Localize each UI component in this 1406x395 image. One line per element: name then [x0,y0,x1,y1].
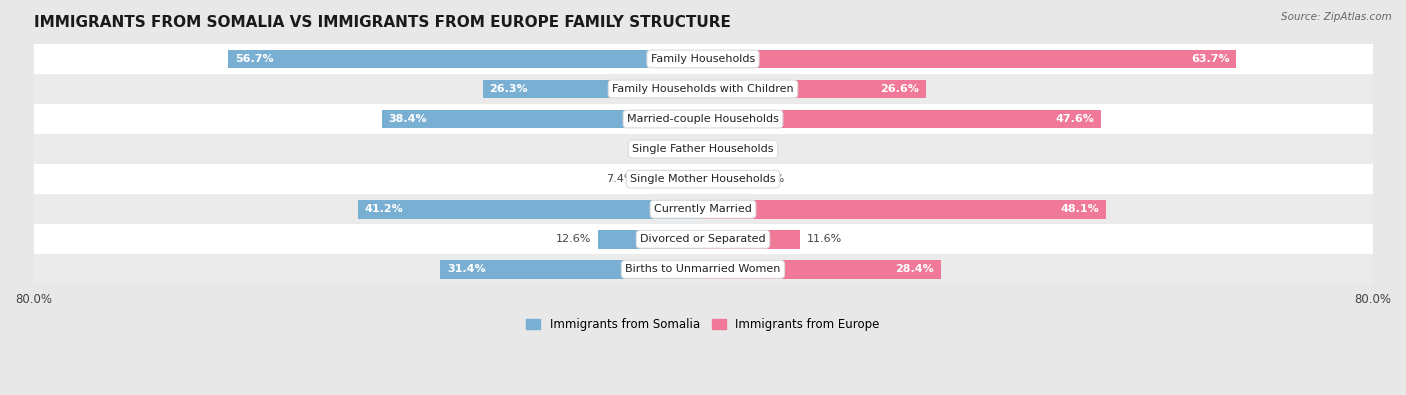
Text: 5.5%: 5.5% [755,174,785,184]
Bar [34,104,1372,134]
Text: Family Households: Family Households [651,54,755,64]
Text: 41.2%: 41.2% [366,204,404,214]
Bar [641,170,703,188]
Text: 11.6%: 11.6% [807,234,842,244]
Text: 2.5%: 2.5% [647,144,675,154]
Text: Divorced or Separated: Divorced or Separated [640,234,766,244]
Text: Married-couple Households: Married-couple Households [627,114,779,124]
Text: 48.1%: 48.1% [1060,204,1099,214]
Bar [34,44,1372,74]
Text: Source: ZipAtlas.com: Source: ZipAtlas.com [1281,12,1392,22]
Text: 56.7%: 56.7% [235,54,274,64]
Text: Currently Married: Currently Married [654,204,752,214]
Bar [34,254,1372,284]
Bar [359,200,703,218]
Bar [440,260,703,278]
Bar [703,200,1105,218]
Text: 63.7%: 63.7% [1191,54,1229,64]
Text: 38.4%: 38.4% [388,114,427,124]
Text: 2.0%: 2.0% [727,144,755,154]
Bar [703,50,1236,68]
Bar [229,50,703,68]
Text: 26.3%: 26.3% [489,84,529,94]
Text: Single Father Households: Single Father Households [633,144,773,154]
Bar [682,140,703,158]
Bar [703,260,941,278]
Bar [34,164,1372,194]
Bar [703,230,800,248]
Text: 7.4%: 7.4% [606,174,634,184]
Bar [34,194,1372,224]
Text: 12.6%: 12.6% [555,234,591,244]
Bar [703,80,925,98]
Bar [381,110,703,128]
Bar [34,224,1372,254]
Text: Births to Unmarried Women: Births to Unmarried Women [626,264,780,275]
Text: IMMIGRANTS FROM SOMALIA VS IMMIGRANTS FROM EUROPE FAMILY STRUCTURE: IMMIGRANTS FROM SOMALIA VS IMMIGRANTS FR… [34,15,730,30]
Text: Family Households with Children: Family Households with Children [612,84,794,94]
Bar [34,134,1372,164]
Bar [598,230,703,248]
Bar [482,80,703,98]
Legend: Immigrants from Somalia, Immigrants from Europe: Immigrants from Somalia, Immigrants from… [522,313,884,336]
Text: 47.6%: 47.6% [1056,114,1095,124]
Bar [703,110,1101,128]
Bar [703,170,749,188]
Text: 31.4%: 31.4% [447,264,485,275]
Text: Single Mother Households: Single Mother Households [630,174,776,184]
Text: 26.6%: 26.6% [880,84,920,94]
Bar [34,74,1372,104]
Text: 28.4%: 28.4% [896,264,934,275]
Bar [703,140,720,158]
